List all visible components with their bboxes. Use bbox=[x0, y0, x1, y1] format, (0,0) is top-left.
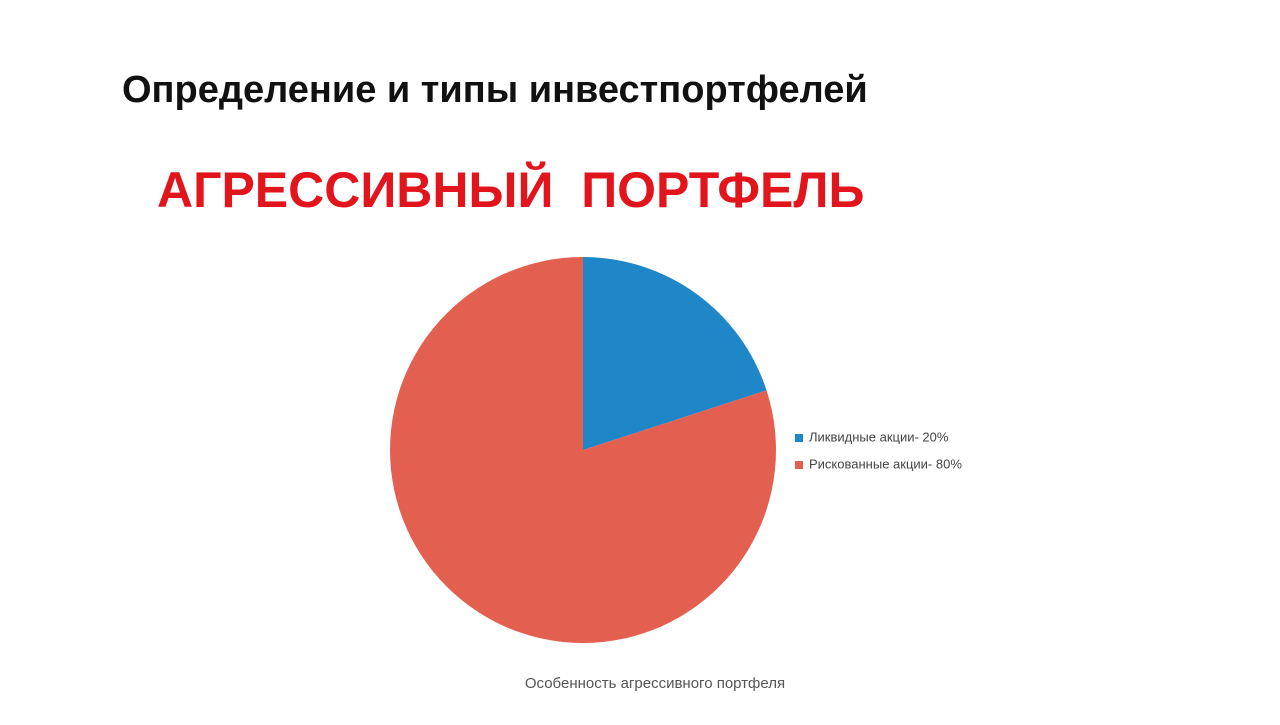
pie-slice bbox=[583, 257, 767, 450]
pie-slice bbox=[389, 257, 776, 644]
legend-label: Ликвидные акции- 20% bbox=[809, 429, 949, 444]
legend-label: Рискованные акции- 80% bbox=[809, 456, 962, 471]
legend-swatch bbox=[795, 461, 803, 469]
heading: Определение и типы инвестпортфелей bbox=[122, 69, 868, 111]
legend-swatch bbox=[795, 434, 803, 442]
caption: Особенность агрессивного портфеля bbox=[525, 675, 785, 692]
chart-title: АГРЕССИВНЫЙ ПОРТФЕЛЬ bbox=[157, 161, 864, 218]
